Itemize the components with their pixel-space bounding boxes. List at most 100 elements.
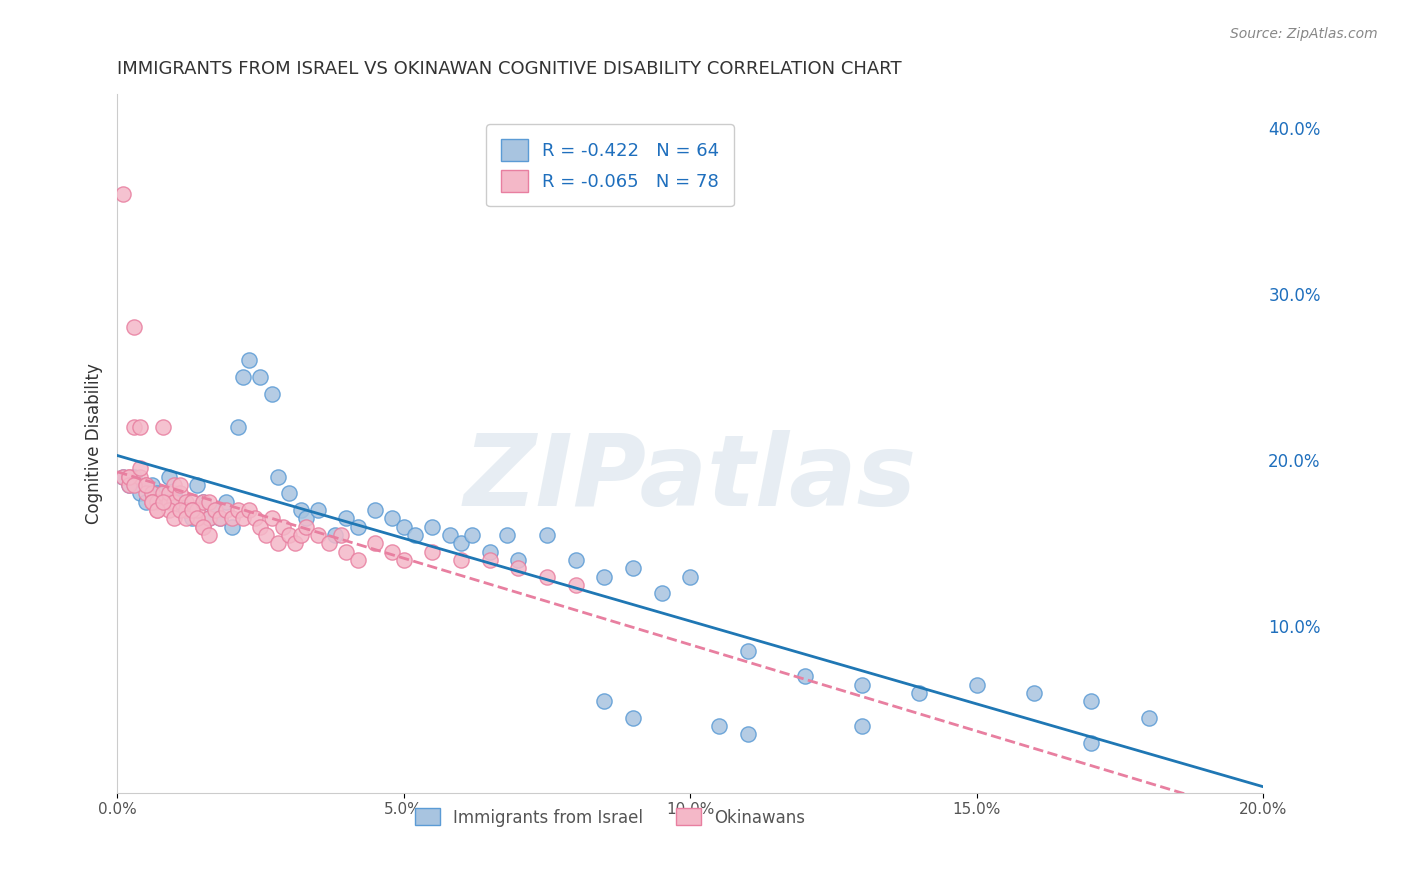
Point	[174, 503, 197, 517]
Point	[152, 494, 174, 508]
Point	[284, 536, 307, 550]
Point	[232, 511, 254, 525]
Point	[118, 478, 141, 492]
Point	[851, 677, 873, 691]
Point	[221, 511, 243, 525]
Point	[232, 370, 254, 384]
Point	[307, 528, 329, 542]
Point	[186, 478, 208, 492]
Point	[404, 528, 426, 542]
Point	[290, 528, 312, 542]
Point	[364, 536, 387, 550]
Point	[129, 486, 152, 500]
Point	[186, 503, 208, 517]
Point	[180, 503, 202, 517]
Point	[157, 503, 180, 517]
Point	[135, 486, 157, 500]
Point	[243, 511, 266, 525]
Point	[260, 511, 283, 525]
Point	[169, 494, 191, 508]
Point	[273, 519, 295, 533]
Point	[226, 503, 249, 517]
Point	[124, 478, 146, 492]
Point	[679, 569, 702, 583]
Point	[146, 486, 169, 500]
Text: Source: ZipAtlas.com: Source: ZipAtlas.com	[1230, 27, 1378, 41]
Point	[180, 503, 202, 517]
Point	[1080, 736, 1102, 750]
Point	[157, 486, 180, 500]
Point	[146, 494, 169, 508]
Point	[335, 544, 357, 558]
Point	[347, 519, 370, 533]
Point	[295, 511, 318, 525]
Point	[191, 519, 214, 533]
Point	[439, 528, 461, 542]
Point	[593, 569, 616, 583]
Point	[198, 528, 221, 542]
Point	[124, 320, 146, 334]
Point	[266, 536, 288, 550]
Point	[908, 686, 931, 700]
Point	[169, 503, 191, 517]
Point	[478, 553, 501, 567]
Point	[221, 519, 243, 533]
Point	[191, 519, 214, 533]
Point	[737, 644, 759, 658]
Point	[198, 494, 221, 508]
Legend: Immigrants from Israel, Okinawans: Immigrants from Israel, Okinawans	[408, 802, 813, 833]
Point	[141, 494, 163, 508]
Point	[169, 478, 191, 492]
Point	[152, 420, 174, 434]
Point	[1080, 694, 1102, 708]
Point	[461, 528, 484, 542]
Point	[129, 461, 152, 475]
Point	[111, 470, 134, 484]
Point	[152, 486, 174, 500]
Point	[496, 528, 519, 542]
Point	[226, 420, 249, 434]
Point	[169, 486, 191, 500]
Point	[266, 470, 288, 484]
Point	[129, 420, 152, 434]
Point	[450, 536, 472, 550]
Point	[163, 494, 186, 508]
Point	[478, 544, 501, 558]
Point	[318, 536, 340, 550]
Point	[198, 511, 221, 525]
Point	[1022, 686, 1045, 700]
Point	[209, 511, 232, 525]
Point	[198, 511, 221, 525]
Point	[186, 511, 208, 525]
Point	[260, 386, 283, 401]
Point	[851, 719, 873, 733]
Point	[146, 503, 169, 517]
Point	[335, 511, 357, 525]
Point	[536, 528, 558, 542]
Point	[204, 503, 226, 517]
Point	[111, 470, 134, 484]
Text: ZIPatlas: ZIPatlas	[464, 430, 917, 527]
Point	[329, 528, 352, 542]
Point	[508, 561, 530, 575]
Point	[163, 478, 186, 492]
Point	[381, 544, 404, 558]
Point	[204, 503, 226, 517]
Point	[278, 486, 301, 500]
Point	[564, 553, 586, 567]
Point	[141, 486, 163, 500]
Point	[209, 511, 232, 525]
Point	[238, 503, 260, 517]
Point	[135, 478, 157, 492]
Point	[191, 494, 214, 508]
Point	[152, 494, 174, 508]
Point	[174, 503, 197, 517]
Point	[157, 470, 180, 484]
Point	[737, 727, 759, 741]
Point	[966, 677, 988, 691]
Point	[508, 553, 530, 567]
Point	[422, 544, 444, 558]
Point	[135, 478, 157, 492]
Point	[364, 503, 387, 517]
Point	[323, 528, 346, 542]
